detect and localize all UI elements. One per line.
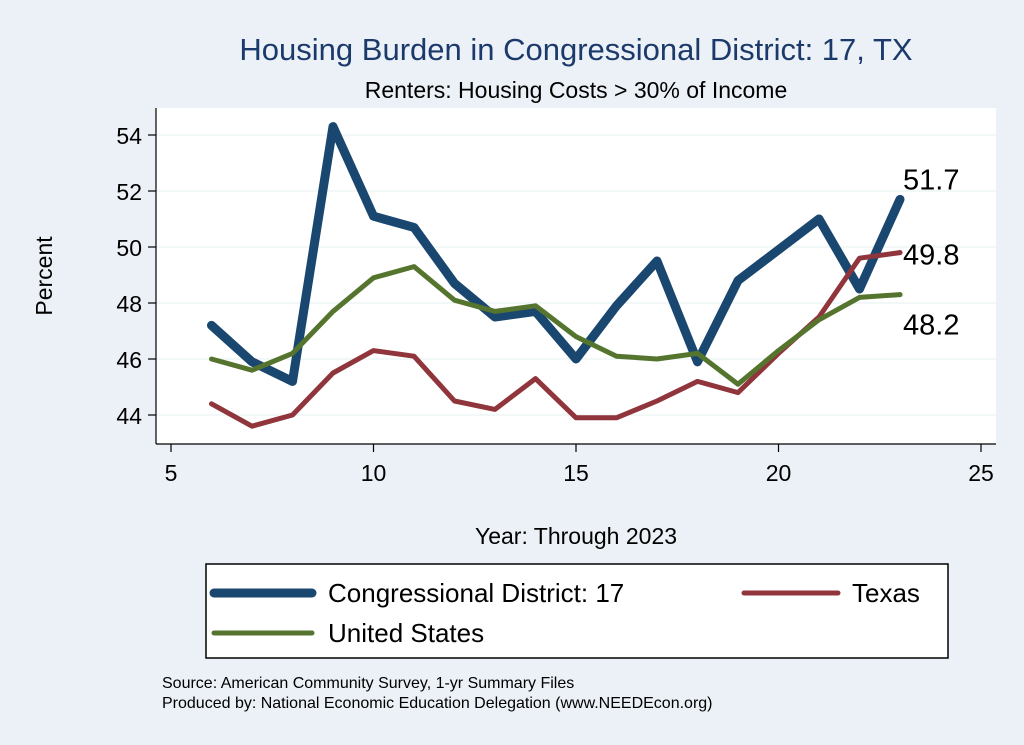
- end-label: 48.2: [903, 310, 959, 342]
- series-end-point: [897, 250, 903, 256]
- legend-box: [205, 563, 949, 659]
- end-label: 49.8: [903, 240, 959, 272]
- y-tick-label: 46: [116, 347, 142, 373]
- x-axis-label: Year: Through 2023: [475, 523, 677, 549]
- y-tick-label: 44: [116, 403, 142, 429]
- source-line-1: Source: American Community Survey, 1-yr …: [162, 675, 574, 692]
- x-tick-label: 15: [563, 460, 589, 486]
- series-group: [207, 122, 905, 429]
- x-tick-label: 20: [766, 460, 792, 486]
- y-axis-label: Percent: [31, 236, 57, 316]
- x-tick-label: 10: [361, 460, 387, 486]
- y-tick-label: 48: [116, 291, 142, 317]
- legend-label-us: United States: [328, 618, 484, 648]
- end-label: 51.7: [903, 164, 959, 196]
- y-tick-label: 50: [116, 235, 142, 261]
- series-line-district: [207, 122, 905, 386]
- y-tick-label: 54: [116, 123, 142, 149]
- series-end-point: [897, 292, 903, 298]
- end-labels-group: 51.7 49.8 48.2: [903, 164, 959, 341]
- x-axis-ticks: 5 10 15 20 25: [165, 444, 994, 486]
- y-tick-label: 52: [116, 179, 142, 205]
- legend-label-district: Congressional District: 17: [328, 578, 624, 608]
- chart-title: Housing Burden in Congressional District…: [239, 32, 912, 67]
- series-line-us: [209, 264, 903, 387]
- x-tick-label: 5: [165, 460, 178, 486]
- chart-subtitle: Renters: Housing Costs > 30% of Income: [365, 77, 788, 103]
- x-tick-label: 25: [968, 460, 994, 486]
- series-end-point: [897, 196, 903, 203]
- source-line-2: Produced by: National Economic Education…: [162, 695, 713, 712]
- y-axis-ticks: 44 46 48 50 52 54: [116, 123, 156, 429]
- legend-label-texas: Texas: [852, 578, 920, 608]
